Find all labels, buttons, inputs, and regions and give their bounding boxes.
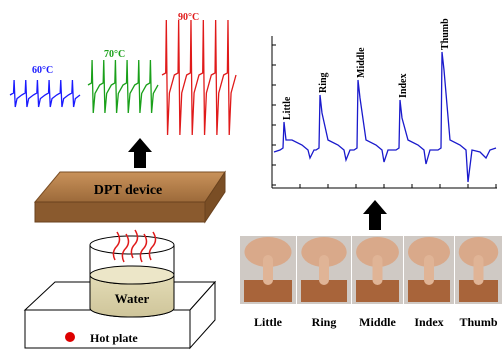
finger-label: Ring [312, 315, 337, 329]
temp-label: 90°C [178, 12, 199, 23]
arrow [363, 200, 387, 230]
figure: 60°C 70°C 90°C DPT device Hot plate Wate… [0, 0, 502, 350]
device-label: DPT device [94, 183, 163, 198]
finger-label: Index [414, 315, 443, 329]
signal-chart [272, 36, 497, 188]
temp-label: 60°C [32, 65, 53, 76]
waveform [10, 80, 80, 107]
waveform [162, 20, 236, 135]
arrow [128, 138, 152, 168]
finger [424, 255, 434, 285]
temperature-signals [10, 20, 236, 135]
peak-label: Little [282, 96, 293, 120]
peak-label: Ring [318, 72, 329, 93]
temp-label: 70°C [104, 49, 125, 60]
finger-label: Thumb [459, 315, 497, 329]
dpt-device: DPT device [35, 172, 225, 222]
finger-label: Middle [359, 315, 396, 329]
heater-label: Hot plate [90, 331, 138, 345]
beaker-label: Water [115, 291, 150, 306]
finger [319, 255, 329, 285]
finger-label: Little [254, 315, 283, 329]
peak-label: Thumb [440, 18, 451, 50]
finger [373, 255, 383, 285]
peak-label: Middle [356, 47, 367, 78]
finger [474, 255, 484, 285]
finger [263, 255, 273, 285]
peak-label: Index [398, 74, 409, 98]
finger-photos [240, 236, 502, 304]
beaker: Water [90, 230, 174, 317]
waveform [88, 60, 158, 113]
